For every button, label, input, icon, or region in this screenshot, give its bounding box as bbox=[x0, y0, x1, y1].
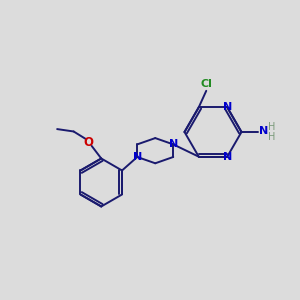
Text: N: N bbox=[223, 152, 232, 162]
Text: Cl: Cl bbox=[201, 79, 213, 89]
Text: N: N bbox=[169, 140, 178, 149]
Text: H: H bbox=[268, 122, 275, 132]
Text: N: N bbox=[259, 126, 268, 136]
Text: O: O bbox=[84, 136, 94, 149]
Text: H: H bbox=[268, 132, 275, 142]
Text: N: N bbox=[223, 102, 232, 112]
Text: N: N bbox=[133, 152, 142, 162]
